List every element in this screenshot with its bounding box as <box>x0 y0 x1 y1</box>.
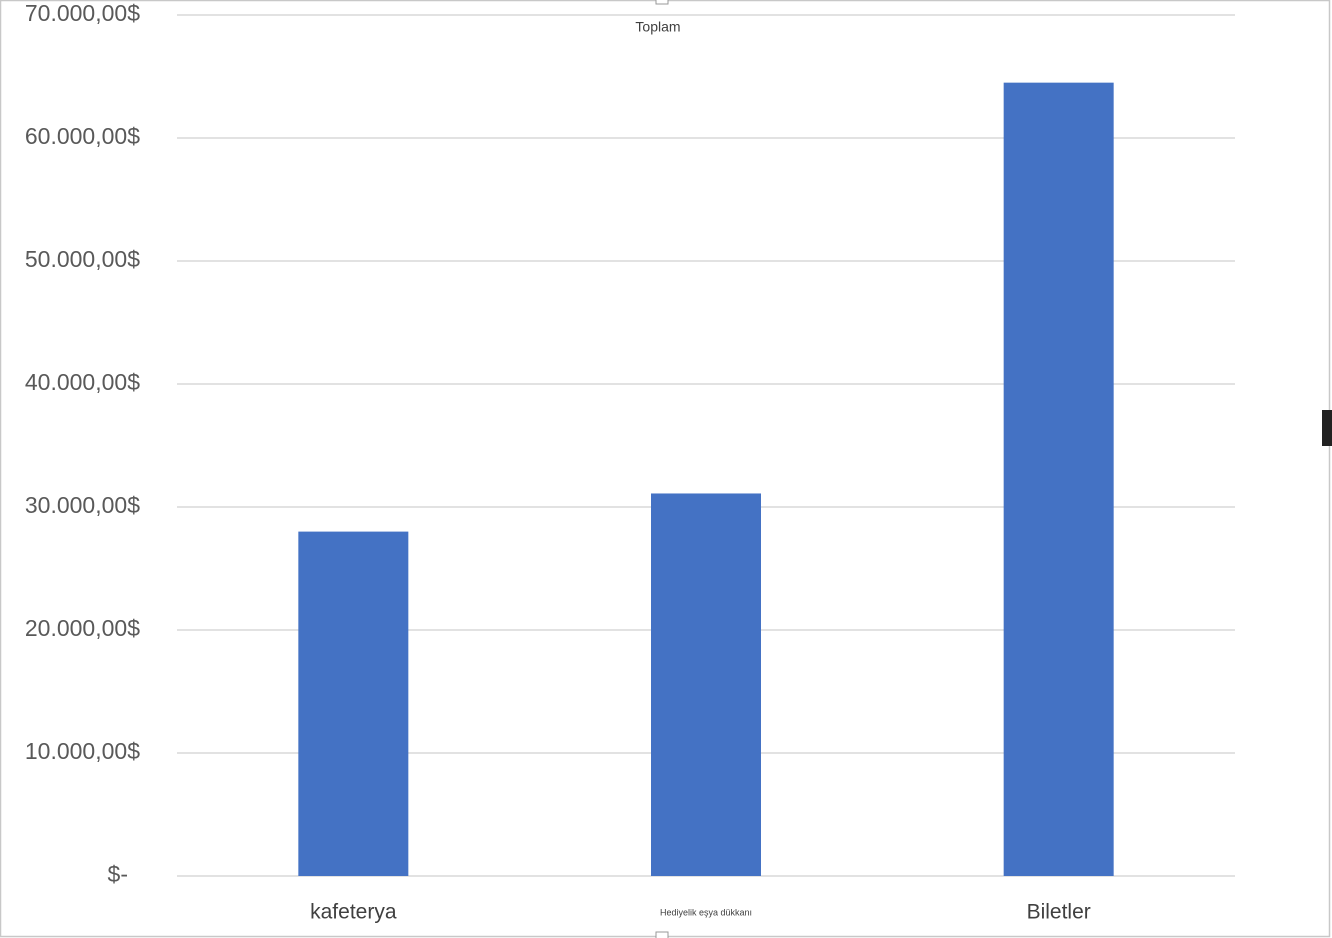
y-tick-label: 40.000,00$ <box>25 369 140 395</box>
y-tick-label: 20.000,00$ <box>25 615 140 641</box>
y-tick-label: 60.000,00$ <box>25 123 140 149</box>
bar <box>1003 82 1114 876</box>
side-button[interactable] <box>1322 410 1332 446</box>
y-tick-label: 50.000,00$ <box>25 246 140 272</box>
y-tick-label: 10.000,00$ <box>25 738 140 764</box>
x-tick-label: Biletler <box>1027 901 1091 924</box>
y-tick-label: 70.000,00$ <box>25 0 140 26</box>
x-tick-label: Hediyelik eşya dükkanı <box>660 907 752 917</box>
bar <box>298 531 409 876</box>
bar <box>651 493 761 876</box>
resize-handle[interactable] <box>655 931 669 938</box>
resize-handle[interactable] <box>655 0 669 5</box>
chart-title: Toplam <box>635 19 680 35</box>
y-tick-label: $- <box>108 861 128 887</box>
y-tick-label: 30.000,00$ <box>25 492 140 518</box>
x-tick-label: kafeterya <box>310 901 397 924</box>
